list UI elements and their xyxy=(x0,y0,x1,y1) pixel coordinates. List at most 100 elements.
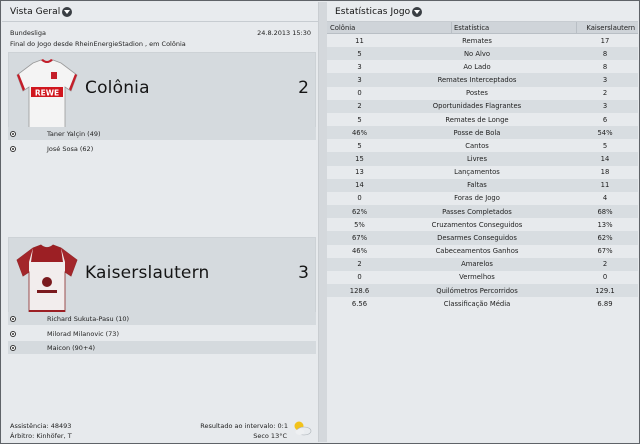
stat-row: 5 Cantos 5 xyxy=(327,139,638,152)
stat-row: 67% Desarmes Conseguidos 62% xyxy=(327,231,638,245)
stats-header[interactable]: Estatísticas Jogo xyxy=(327,2,638,22)
stat-home-value: 46% xyxy=(351,128,368,137)
stat-label: Classificação Média xyxy=(443,299,511,308)
stat-away-value: 3 xyxy=(602,102,608,111)
stat-home-value: 67% xyxy=(351,233,368,242)
stat-row: 2 Amarelos 2 xyxy=(327,257,638,271)
stat-label: Posse de Bola xyxy=(453,128,501,137)
stat-home-value: 62% xyxy=(351,207,368,216)
scorer-name[interactable]: José Sosa (62) xyxy=(47,144,94,153)
panel-divider xyxy=(319,2,327,442)
stat-away-value: 0 xyxy=(602,273,608,282)
stat-row: 13 Lançamentos 18 xyxy=(327,166,638,179)
stat-away-value: 6 xyxy=(602,115,608,124)
stat-home-value: 5% xyxy=(354,220,365,229)
stat-row: 14 Faltas 11 xyxy=(327,178,638,192)
column-header-home[interactable]: Colônia xyxy=(327,22,452,33)
stat-row: 46% Posse de Bola 54% xyxy=(327,126,638,140)
away-shirt-icon xyxy=(16,244,78,319)
stat-home-value: 6.56 xyxy=(351,299,368,308)
stat-label: Ao Lado xyxy=(463,62,491,71)
home-shirt-icon: REWE xyxy=(16,59,78,134)
stat-row: 3 Remates Interceptados 3 xyxy=(327,73,638,87)
stat-home-value: 5 xyxy=(357,141,362,150)
scorer-name[interactable]: Taner Yalçin (49) xyxy=(47,129,101,138)
stat-row: 11 Remates 17 xyxy=(327,34,638,47)
stat-away-value: 2 xyxy=(602,260,608,269)
overview-title: Vista Geral xyxy=(10,6,61,17)
scorer-name[interactable]: Maicon (90+4) xyxy=(47,343,96,352)
stat-home-value: 13 xyxy=(355,168,364,177)
stat-home-value: 46% xyxy=(351,247,368,256)
soccer-ball-icon xyxy=(10,315,16,322)
stat-row: 5 No Alvo 8 xyxy=(327,47,638,61)
stat-label: Foras de Jogo xyxy=(454,194,500,203)
stat-away-value: 4 xyxy=(602,194,608,203)
chevron-down-icon[interactable] xyxy=(412,6,423,17)
scorer-name[interactable]: Richard Sukuta-Pasu (10) xyxy=(47,314,130,323)
home-team-block[interactable]: REWE Colônia 2 xyxy=(8,52,316,138)
stat-away-value: 18 xyxy=(600,168,610,177)
stat-row: 5% Cruzamentos Conseguidos 13% xyxy=(327,218,638,231)
stat-home-value: 2 xyxy=(357,260,362,269)
stat-label: Amarelos xyxy=(461,260,493,269)
stat-home-value: 3 xyxy=(357,76,362,85)
soccer-ball-icon xyxy=(10,145,16,152)
stat-home-value: 14 xyxy=(355,181,364,190)
home-scorer-row[interactable]: Taner Yalçin (49) xyxy=(8,127,316,140)
stat-label: Desarmes Conseguidos xyxy=(437,233,517,242)
stat-away-value: 8 xyxy=(602,49,608,58)
stats-table: Colônia Estatística Kaiserslautern 11 Rem… xyxy=(327,22,638,310)
stat-label: Postes xyxy=(466,89,488,98)
halftime-score-text: Resultado ao intervalo: 0:1 xyxy=(200,422,288,430)
stat-home-value: 128.6 xyxy=(349,286,370,295)
stat-away-value: 54% xyxy=(597,128,613,137)
column-header-away[interactable]: Kaiserslautern xyxy=(586,23,635,32)
stat-label: Quilómetros Percorridos xyxy=(436,286,518,295)
stat-row: 128.6 Quilómetros Percorridos 129.1 xyxy=(327,283,638,298)
away-scorer-row[interactable]: Maicon (90+4) xyxy=(8,341,316,354)
away-team-block[interactable]: Kaiserslautern 3 xyxy=(8,237,316,323)
stat-away-value: 68% xyxy=(597,207,613,216)
chevron-down-icon[interactable] xyxy=(62,6,73,17)
match-info: Final do Jogo desde RheinEnergieStadion … xyxy=(10,40,311,48)
stat-label: Passes Completados xyxy=(442,207,512,216)
away-team-name[interactable]: Kaiserslautern xyxy=(85,263,210,283)
stat-label: Remates xyxy=(462,36,492,45)
stat-away-value: 17 xyxy=(600,36,610,45)
stat-away-value: 3 xyxy=(602,76,608,85)
stat-home-value: 11 xyxy=(355,36,364,45)
stat-label: Remates Interceptados xyxy=(437,76,517,85)
stat-away-value: 2 xyxy=(602,89,608,98)
home-scorer-row[interactable]: José Sosa (62) xyxy=(8,142,316,155)
stat-row: 0 Foras de Jogo 4 xyxy=(327,192,638,205)
stat-home-value: 5 xyxy=(357,49,362,58)
stat-home-value: 0 xyxy=(357,194,362,203)
stat-row: 6.56 Classificação Média 6.89 xyxy=(327,297,638,310)
overview-panel: Vista Geral Bundesliga 24.8.2013 15:30 F… xyxy=(2,2,319,442)
referee-text[interactable]: Árbitro: Kinhöfer, T xyxy=(10,432,72,440)
stat-away-value: 14 xyxy=(600,154,610,163)
stat-label: Cabeceamentos Ganhos xyxy=(435,247,519,256)
competition-name: Bundesliga xyxy=(10,29,46,37)
scorer-name[interactable]: Milorad Milanovic (73) xyxy=(47,329,119,338)
overview-header[interactable]: Vista Geral xyxy=(2,2,318,22)
soccer-ball-icon xyxy=(10,344,16,351)
soccer-ball-icon xyxy=(10,330,16,337)
home-team-score: 2 xyxy=(298,78,309,98)
column-header-stat[interactable]: Estatística xyxy=(452,22,577,33)
stat-row: 46% Cabeceamentos Ganhos 67% xyxy=(327,245,638,258)
stat-home-value: 5 xyxy=(357,115,362,124)
stat-row: 0 Vermelhos 0 xyxy=(327,271,638,284)
stat-away-value: 8 xyxy=(602,62,608,71)
attendance-text: Assistência: 48493 xyxy=(10,422,72,430)
partly-cloudy-icon xyxy=(294,421,312,436)
match-datetime: 24.8.2013 15:30 xyxy=(257,29,311,37)
home-team-name[interactable]: Colônia xyxy=(85,78,150,98)
stats-table-header: Colônia Estatística Kaiserslautern xyxy=(327,22,638,34)
away-scorer-row[interactable]: Richard Sukuta-Pasu (10) xyxy=(8,312,316,325)
stat-label: No Alvo xyxy=(463,49,491,58)
away-scorer-row[interactable]: Milorad Milanovic (73) xyxy=(8,327,316,340)
stat-label: Remates de Longe xyxy=(445,115,509,124)
match-meta: Bundesliga 24.8.2013 15:30 xyxy=(10,29,311,37)
